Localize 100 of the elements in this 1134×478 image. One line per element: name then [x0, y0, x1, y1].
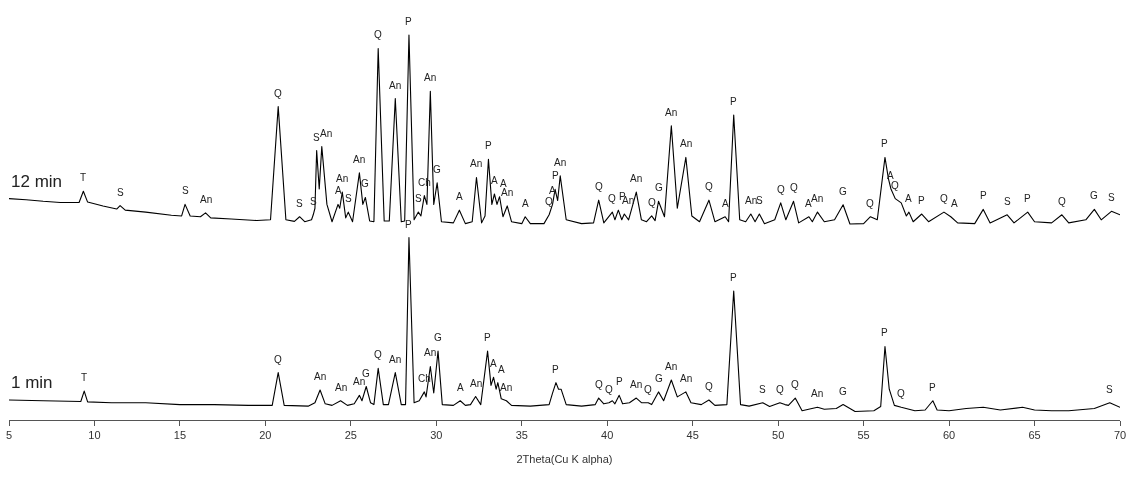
annotation: Q [595, 181, 603, 192]
annotation: Q [595, 379, 603, 390]
annotation: Q [866, 198, 874, 209]
annotation: An [470, 378, 483, 389]
annotation: Q [790, 182, 798, 193]
annotation: A [491, 175, 498, 186]
annotation: An [314, 371, 327, 382]
annotation: P [616, 376, 623, 387]
annotation: P [1024, 193, 1031, 204]
annotation: P [484, 332, 491, 343]
annotation: An [424, 347, 437, 358]
x-tick-label: 60 [942, 429, 956, 442]
x-tick-label: 70 [1113, 429, 1127, 442]
annotation: A [498, 364, 505, 375]
annotation: A [335, 185, 342, 196]
annotation: Q [777, 184, 785, 195]
annotation: Q [705, 181, 713, 192]
annotation: Q [791, 379, 799, 390]
annotation: An [424, 72, 437, 83]
x-tick-label: 20 [259, 429, 272, 442]
x-tick-label: 45 [686, 429, 699, 442]
annotation: P [980, 190, 987, 201]
annotation: An [680, 373, 693, 384]
annotation: Q [897, 388, 905, 399]
annotation: A [456, 191, 463, 202]
annotation: Q [1058, 196, 1066, 207]
annotation: Q [274, 88, 282, 99]
annotation: P [405, 16, 412, 27]
annotation: A [951, 198, 958, 209]
annotation: An [353, 376, 366, 387]
annotation: Q [374, 349, 382, 360]
annotation: G [655, 373, 663, 384]
annotation: G [839, 386, 847, 397]
x-tick-label: 40 [601, 429, 614, 442]
annotation: An [811, 388, 824, 399]
x-tick-label: 55 [857, 429, 870, 442]
annotation: G [361, 178, 369, 189]
annotation: Q [776, 384, 784, 395]
annotation: S [182, 185, 189, 196]
annotation: An [353, 154, 366, 165]
annotation: S [345, 193, 352, 204]
annotation: S [117, 187, 124, 198]
annotation: P [552, 364, 559, 375]
annotation: P [485, 140, 492, 151]
annotation: An [630, 173, 643, 184]
annotation: An [389, 354, 402, 365]
annotation: An [680, 138, 693, 149]
annotation: An [320, 128, 333, 139]
annotation: G [655, 182, 663, 193]
annotation: Q [605, 384, 613, 395]
annotation: An [745, 195, 758, 206]
annotation: Q [545, 196, 553, 207]
x-tick-label: 50 [772, 429, 785, 442]
annotation: An [554, 157, 567, 168]
annotation: An [200, 194, 213, 205]
x-tick-label: 15 [173, 429, 187, 442]
annotation: A [522, 198, 529, 209]
annotation: An [501, 187, 514, 198]
annotation: An [389, 80, 402, 91]
annotation: An [665, 107, 678, 118]
x-axis-title: 2Theta(Cu K alpha) [516, 453, 613, 466]
annotation: A [500, 178, 507, 189]
annotation: P [881, 138, 888, 149]
annotation: S [756, 195, 763, 206]
annotation: An [335, 382, 348, 393]
annotation: P [918, 195, 925, 206]
annotation: P [730, 272, 737, 283]
annotation: A [490, 358, 497, 369]
annotation: G [839, 186, 847, 197]
annotation: P [730, 96, 737, 107]
x-tick-label: 30 [430, 429, 443, 442]
annotation: S [313, 132, 320, 143]
annotation: S [1106, 384, 1113, 395]
annotation: S [1004, 196, 1011, 207]
annotation: S [1108, 192, 1115, 203]
annotation: S [759, 384, 766, 395]
series-label: 1 min [11, 373, 53, 392]
annotation: An [665, 361, 678, 372]
annotation: P [881, 327, 888, 338]
annotation: Q [648, 197, 656, 208]
annotation: S [296, 198, 303, 209]
annotation: G [434, 332, 442, 343]
x-tick-label: 35 [515, 429, 528, 442]
annotation: P [552, 170, 559, 181]
annotation: An [470, 158, 483, 169]
annotation: P [405, 219, 412, 230]
annotation: P [929, 382, 936, 393]
annotation: A [457, 382, 464, 393]
annotation: A [722, 198, 729, 209]
annotation: Q [705, 381, 713, 392]
annotation: An [336, 173, 349, 184]
annotation: Q [274, 354, 282, 365]
x-tick-label: 5 [5, 429, 13, 442]
annotation: T [81, 372, 88, 383]
annotation: G [362, 368, 370, 379]
annotation: An [630, 379, 643, 390]
annotation: Q [608, 193, 616, 204]
annotation: A [805, 198, 812, 209]
annotation: T [80, 172, 87, 183]
annotation: S [415, 193, 422, 204]
